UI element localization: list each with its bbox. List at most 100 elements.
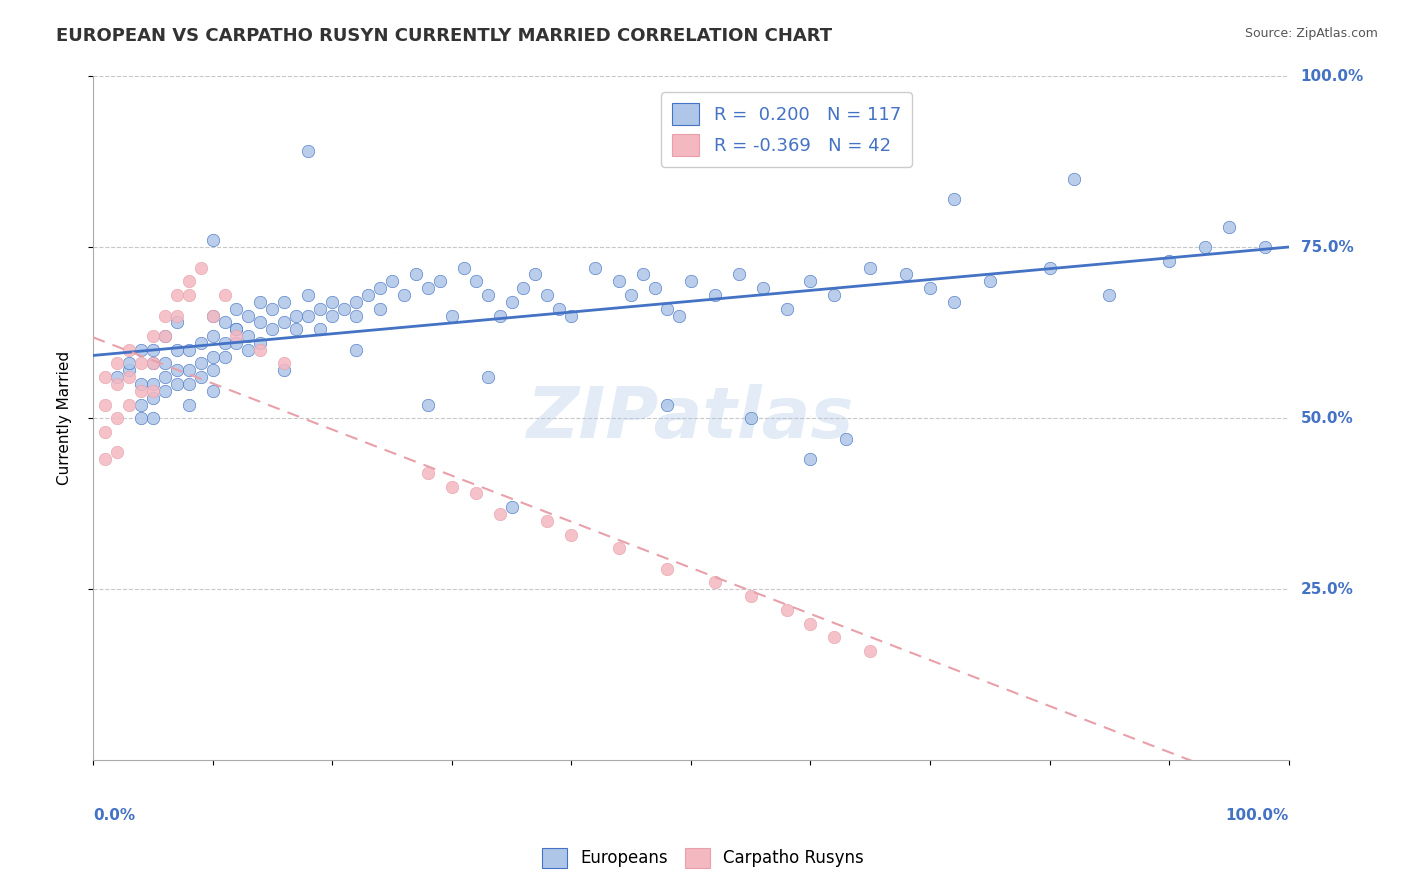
- Point: [262, 301, 284, 316]
- Point: [118, 363, 141, 377]
- Point: [190, 356, 212, 370]
- Point: [214, 288, 236, 302]
- Point: [177, 363, 200, 377]
- Point: [512, 281, 534, 295]
- Point: [727, 268, 749, 282]
- Point: [775, 603, 797, 617]
- Point: [918, 281, 941, 295]
- Point: [679, 274, 702, 288]
- Point: [142, 356, 165, 370]
- Point: [440, 309, 463, 323]
- Point: [249, 294, 271, 309]
- Point: [201, 384, 224, 398]
- Point: [740, 589, 762, 603]
- Point: [142, 384, 165, 398]
- Point: [368, 301, 391, 316]
- Point: [333, 301, 356, 316]
- Point: [285, 322, 308, 336]
- Point: [357, 288, 380, 302]
- Point: [201, 309, 224, 323]
- Point: [249, 335, 271, 350]
- Point: [238, 329, 260, 343]
- Point: [405, 268, 427, 282]
- Point: [166, 309, 188, 323]
- Point: [655, 398, 678, 412]
- Point: [524, 268, 547, 282]
- Point: [799, 452, 821, 467]
- Point: [249, 343, 271, 357]
- Point: [1254, 240, 1277, 254]
- Point: [273, 363, 295, 377]
- Point: [225, 322, 247, 336]
- Point: [344, 309, 367, 323]
- Point: [536, 288, 558, 302]
- Text: 100.0%: 100.0%: [1226, 808, 1289, 823]
- Point: [94, 398, 117, 412]
- Point: [799, 616, 821, 631]
- Point: [477, 288, 499, 302]
- Point: [201, 350, 224, 364]
- Point: [488, 309, 510, 323]
- Point: [453, 260, 475, 275]
- Point: [321, 294, 343, 309]
- Point: [153, 384, 176, 398]
- Point: [835, 432, 858, 446]
- Point: [285, 309, 308, 323]
- Text: 25.0%: 25.0%: [1301, 582, 1354, 597]
- Point: [262, 322, 284, 336]
- Point: [142, 391, 165, 405]
- Point: [249, 315, 271, 329]
- Point: [607, 274, 630, 288]
- Point: [177, 274, 200, 288]
- Point: [1159, 253, 1181, 268]
- Point: [297, 309, 319, 323]
- Text: ZIPatlas: ZIPatlas: [527, 384, 855, 453]
- Point: [273, 315, 295, 329]
- Point: [142, 376, 165, 391]
- Point: [177, 376, 200, 391]
- Point: [655, 301, 678, 316]
- Point: [129, 376, 152, 391]
- Point: [129, 411, 152, 425]
- Legend: Europeans, Carpatho Rusyns: Europeans, Carpatho Rusyns: [536, 841, 870, 875]
- Text: 75.0%: 75.0%: [1301, 240, 1354, 254]
- Point: [94, 452, 117, 467]
- Point: [238, 343, 260, 357]
- Text: 0.0%: 0.0%: [93, 808, 135, 823]
- Point: [1218, 219, 1240, 234]
- Point: [560, 527, 582, 541]
- Point: [129, 384, 152, 398]
- Point: [201, 233, 224, 247]
- Point: [416, 281, 439, 295]
- Point: [464, 486, 486, 500]
- Point: [166, 363, 188, 377]
- Point: [775, 301, 797, 316]
- Point: [142, 411, 165, 425]
- Point: [225, 301, 247, 316]
- Point: [129, 356, 152, 370]
- Point: [429, 274, 451, 288]
- Point: [118, 343, 141, 357]
- Point: [214, 350, 236, 364]
- Point: [142, 343, 165, 357]
- Point: [859, 644, 882, 658]
- Legend: R =  0.200   N = 117, R = -0.369   N = 42: R = 0.200 N = 117, R = -0.369 N = 42: [661, 92, 911, 167]
- Point: [501, 294, 523, 309]
- Point: [166, 315, 188, 329]
- Point: [620, 288, 643, 302]
- Point: [177, 398, 200, 412]
- Point: [440, 480, 463, 494]
- Point: [118, 370, 141, 384]
- Point: [153, 329, 176, 343]
- Text: EUROPEAN VS CARPATHO RUSYN CURRENTLY MARRIED CORRELATION CHART: EUROPEAN VS CARPATHO RUSYN CURRENTLY MAR…: [56, 27, 832, 45]
- Point: [942, 294, 965, 309]
- Point: [153, 356, 176, 370]
- Point: [464, 274, 486, 288]
- Point: [105, 445, 128, 459]
- Point: [416, 466, 439, 480]
- Point: [153, 329, 176, 343]
- Point: [118, 356, 141, 370]
- Point: [703, 575, 725, 590]
- Point: [105, 376, 128, 391]
- Point: [177, 343, 200, 357]
